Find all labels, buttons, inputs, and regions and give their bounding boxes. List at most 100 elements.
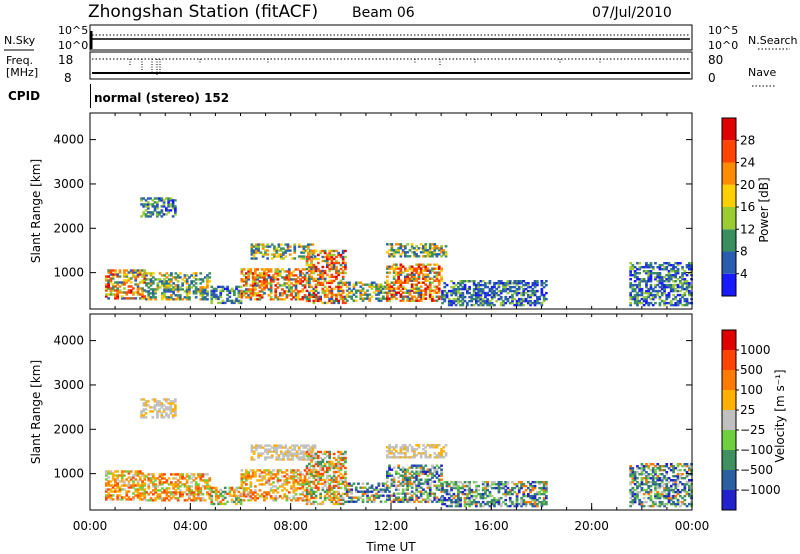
- echo-cell: [361, 500, 365, 503]
- echo-cell: [488, 500, 492, 504]
- echo-cell: [681, 488, 684, 492]
- echo-cell: [328, 464, 331, 468]
- echo-cell: [656, 291, 660, 295]
- colorbar-segment: [722, 430, 736, 450]
- echo-cell: [233, 299, 236, 303]
- echo-cell: [669, 484, 673, 488]
- echo-cell: [468, 488, 471, 492]
- echo-cell: [301, 298, 305, 301]
- echo-cell: [281, 294, 284, 297]
- echo-cell: [154, 292, 157, 295]
- echo-cell: [143, 271, 147, 274]
- echo-cell: [267, 479, 271, 482]
- echo-cell: [129, 297, 133, 300]
- echo-cell: [197, 475, 200, 478]
- echo-cell: [277, 444, 281, 447]
- echo-cell: [301, 268, 305, 271]
- echo-cell: [520, 285, 523, 289]
- echo-cell: [685, 283, 689, 287]
- echo-cell: [143, 496, 147, 499]
- echo-cell: [685, 471, 689, 474]
- echo-cell: [674, 270, 678, 273]
- echo-cell: [529, 301, 532, 305]
- echo-cell: [475, 494, 478, 498]
- echo-cell: [444, 251, 448, 254]
- echo-cell: [392, 452, 396, 455]
- echo-cell: [332, 261, 336, 265]
- echo-cell: [274, 485, 278, 488]
- echo-cell: [667, 488, 671, 492]
- echo-cell: [656, 490, 660, 494]
- echo-cell: [314, 293, 318, 297]
- echo-cell: [162, 410, 166, 413]
- echo-cell: [477, 287, 480, 291]
- echo-cell: [645, 285, 648, 289]
- echo-cell: [642, 303, 646, 307]
- echo-cell: [638, 268, 641, 271]
- echo-cell: [273, 253, 276, 256]
- frequency-panel: Freq. [MHz] 18 8 80 0 Nave: [6, 51, 776, 87]
- echo-cell: [152, 493, 155, 496]
- echo-cell: [435, 468, 439, 471]
- echo-cell: [308, 255, 311, 259]
- echo-cell: [337, 486, 340, 490]
- echo-cell: [344, 456, 347, 460]
- echo-cell: [335, 476, 338, 480]
- echo-cell: [162, 398, 166, 401]
- nsky-tick-top: 10^5: [58, 24, 88, 37]
- echo-cell: [158, 489, 162, 492]
- echo-cell: [156, 489, 160, 492]
- echo-cell: [290, 471, 293, 474]
- echo-cell: [330, 480, 334, 484]
- echo-cell: [335, 259, 338, 263]
- echo-cell: [493, 498, 496, 502]
- echo-cell: [515, 287, 519, 291]
- echo-cell: [504, 297, 508, 301]
- echo-cell: [125, 498, 129, 501]
- echo-cell: [300, 456, 303, 459]
- echo-cell: [105, 472, 108, 475]
- echo-cell: [647, 477, 651, 480]
- echo-cell: [208, 493, 212, 496]
- echo-cell: [269, 471, 273, 474]
- echo-cell: [335, 470, 338, 474]
- echo-cell: [461, 484, 465, 488]
- echo-cell: [266, 448, 269, 451]
- echo-cell: [481, 283, 485, 287]
- echo-cell: [647, 301, 651, 305]
- echo-cell: [631, 283, 635, 287]
- echo-cell: [658, 280, 662, 283]
- echo-cell: [181, 495, 184, 498]
- echo-cell: [201, 288, 205, 291]
- echo-cell: [495, 293, 498, 297]
- echo-cell: [515, 502, 519, 506]
- echo-cell: [341, 271, 345, 275]
- echo-cell: [642, 469, 646, 472]
- echo-cell: [488, 280, 492, 283]
- echo-cell: [267, 471, 271, 474]
- echo-cell: [645, 282, 648, 285]
- echo-cell: [199, 473, 203, 476]
- echo-cell: [397, 488, 400, 491]
- echo-cell: [486, 285, 489, 289]
- echo-cell: [440, 269, 443, 272]
- echo-cell: [522, 297, 526, 301]
- echo-cell: [310, 496, 313, 500]
- echo-cell: [199, 290, 203, 293]
- echo-cell: [319, 281, 322, 285]
- echo-cell: [415, 245, 418, 248]
- echo-cell: [111, 287, 115, 290]
- echo-cell: [497, 484, 501, 488]
- echo-cell: [399, 299, 403, 302]
- echo-cell: [524, 504, 528, 508]
- echo-cell: [296, 296, 300, 299]
- echo-cell: [142, 414, 146, 417]
- echo-cell: [201, 485, 205, 488]
- echo-cell: [424, 482, 428, 485]
- echo-cell: [459, 486, 462, 490]
- echo-cell: [656, 274, 660, 277]
- echo-cell: [247, 272, 250, 275]
- echo-cell: [339, 502, 343, 506]
- echo-cell: [167, 205, 170, 208]
- echo-cell: [658, 473, 662, 476]
